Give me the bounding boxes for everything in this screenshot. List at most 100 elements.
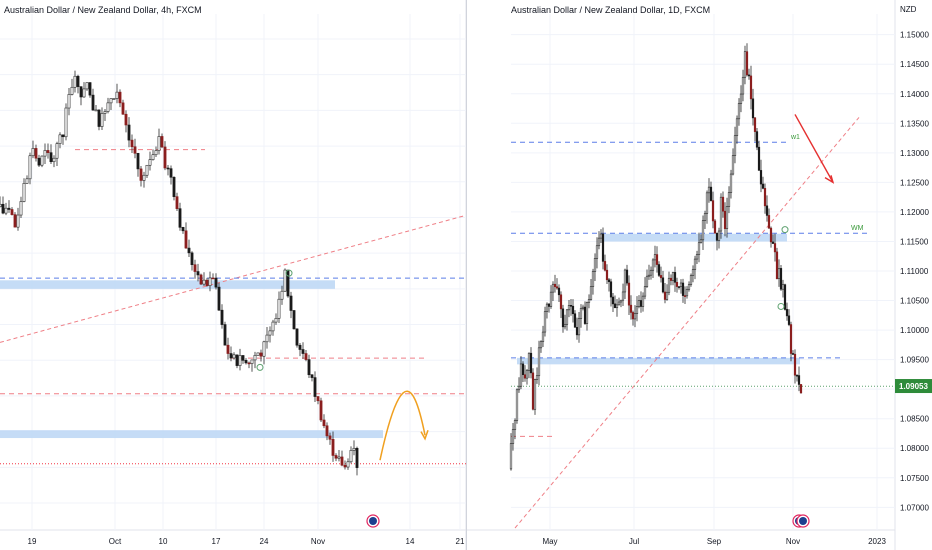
candle-body-down [304, 353, 308, 360]
candle [757, 140, 761, 171]
candle [10, 207, 14, 216]
candle [795, 374, 799, 382]
candle [733, 126, 737, 164]
candle [781, 279, 785, 298]
candle [677, 286, 681, 290]
candle-body-up [274, 318, 278, 323]
candle-body-up [589, 286, 593, 300]
candle-body-down [771, 241, 775, 244]
candle [621, 283, 625, 306]
candle [322, 414, 326, 429]
candle-body-down [775, 251, 779, 279]
candle-body-down [713, 220, 717, 234]
candle-body-up [100, 113, 104, 127]
candle-body-down [769, 227, 773, 243]
candle-body-down [193, 264, 197, 272]
candle-body-down [205, 279, 209, 286]
candle [535, 367, 539, 384]
candle-body-up [717, 230, 721, 241]
candle [525, 368, 529, 385]
candle [100, 107, 104, 130]
candle [683, 286, 687, 305]
chart-canvas-4h[interactable]: 1.150001.145001.140001.135001.130001.125… [0, 0, 466, 550]
candle-body-up [703, 213, 707, 221]
candle [91, 88, 95, 111]
candle [589, 279, 593, 301]
candle-body-down [681, 282, 685, 296]
candle [763, 183, 767, 214]
candle [265, 326, 269, 349]
candle [337, 449, 341, 462]
candle-body-down [779, 268, 783, 290]
candle [521, 361, 525, 382]
candle-body-down [217, 286, 221, 311]
y-tick-label: 1.11000 [900, 267, 929, 276]
candle [25, 175, 29, 184]
candle-body-down [10, 209, 14, 215]
candle [217, 282, 221, 311]
chart-canvas-1d[interactable]: 1.15000 1.14500 1.14000 1.13500 1.13000 1.125… [467, 0, 932, 550]
candle [298, 342, 302, 357]
candle-body-up [85, 82, 89, 90]
candle-body-down [289, 295, 293, 311]
y-tick-label: 1.14500 [900, 60, 929, 69]
x-tick-label: 19 [28, 537, 37, 546]
candle [37, 154, 41, 168]
candle [655, 246, 659, 273]
support-zone [517, 357, 800, 365]
chart-panel-1d[interactable]: 1.15000 1.14500 1.14000 1.13500 1.13000 1.125… [467, 0, 932, 550]
candle [553, 274, 557, 293]
candle-body-up [513, 420, 517, 430]
candle [109, 98, 113, 110]
candle-body-down [316, 396, 320, 402]
candle-body-down [313, 377, 317, 397]
candle [749, 65, 753, 110]
candle [673, 266, 677, 292]
candle-body-down [603, 261, 607, 271]
candle [773, 233, 777, 262]
candle-body-up [539, 341, 543, 349]
event-flag-icon [366, 514, 380, 528]
candle [202, 272, 206, 287]
level-label: w1 [790, 134, 800, 141]
candle-body-up [142, 174, 146, 181]
candle [671, 271, 675, 286]
candle-body-down [34, 148, 38, 159]
candle [717, 227, 721, 249]
panel-divider[interactable] [466, 0, 467, 550]
candle [581, 304, 585, 311]
candle-body-up [352, 447, 356, 451]
candle [569, 299, 573, 316]
candle-body-down [759, 170, 763, 185]
candle-body-down [166, 167, 170, 170]
chart-panel-4h[interactable]: 1.150001.145001.140001.135001.130001.125… [0, 0, 466, 550]
candle-body-down [745, 51, 749, 76]
candle [703, 210, 707, 230]
candle [313, 371, 317, 403]
candle [587, 294, 591, 309]
x-tick-label: Sep [707, 537, 722, 546]
candle [659, 266, 663, 283]
candle-body-up [232, 354, 236, 359]
candle-body-down [797, 375, 801, 385]
candle-body-up [727, 192, 731, 207]
candle-body-down [343, 464, 347, 468]
x-tick-label: 21 [456, 537, 465, 546]
candle [663, 283, 667, 304]
candle [175, 192, 179, 212]
x-tick-label: 17 [212, 537, 221, 546]
candle [635, 296, 639, 322]
candle-body-down [573, 313, 577, 328]
y-tick-label: 1.11500 [900, 237, 929, 246]
candle-body-up [43, 150, 47, 157]
x-tick-label: Oct [109, 537, 122, 546]
candle [691, 265, 695, 283]
candle-body-up [635, 306, 639, 314]
candle [349, 446, 353, 464]
candle-body-down [571, 305, 575, 315]
candle-body-up [691, 269, 695, 276]
candle-body-down [76, 75, 80, 87]
x-tick-label: 2023 [868, 537, 886, 546]
candle-body-down [178, 208, 182, 228]
candle [328, 432, 332, 445]
